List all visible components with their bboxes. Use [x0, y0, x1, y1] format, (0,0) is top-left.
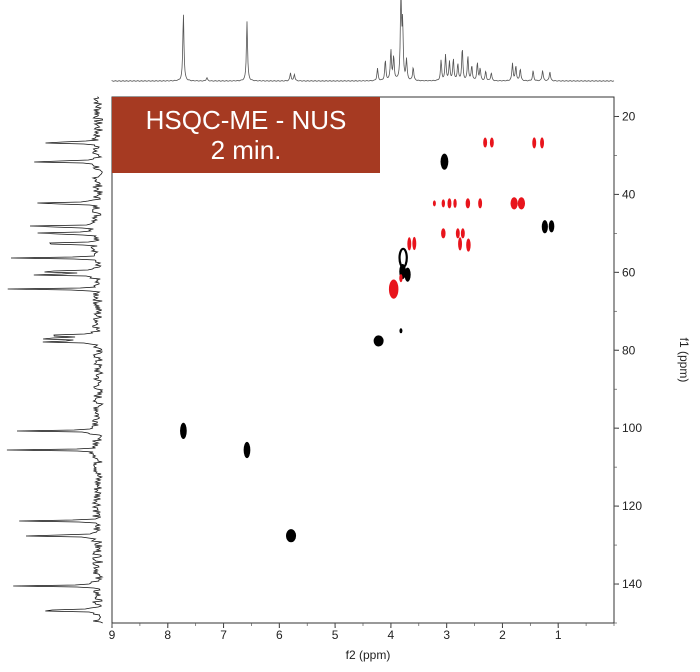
x-tick-label: 7: [220, 628, 227, 642]
cross-peak: [432, 200, 436, 207]
cross-peak: [441, 199, 445, 208]
cross-peak: [458, 237, 463, 251]
cross-peak: [541, 220, 548, 234]
cross-peak: [404, 267, 411, 282]
y-tick-label: 140: [622, 577, 642, 591]
cross-peak: [447, 198, 452, 209]
y-tick-label: 20: [622, 109, 636, 123]
cross-peak: [478, 198, 483, 209]
cross-peak: [441, 228, 446, 239]
cross-peak: [532, 137, 537, 149]
cross-peak: [510, 197, 518, 210]
cross-peak: [373, 335, 384, 347]
x-tick-label: 5: [332, 628, 339, 642]
cross-peak: [453, 198, 457, 208]
cross-peak: [517, 197, 526, 210]
cross-peak: [440, 153, 449, 170]
x-tick-label: 8: [164, 628, 171, 642]
y-tick-label: 120: [622, 499, 642, 513]
x-tick-label: 9: [109, 628, 116, 642]
x-tick-label: 2: [499, 628, 506, 642]
experiment-banner: HSQC-ME - NUS 2 min.: [112, 97, 380, 173]
cross-peak: [388, 279, 399, 299]
cross-peak: [540, 137, 544, 149]
cross-peak: [548, 220, 555, 233]
cross-peak: [399, 274, 403, 283]
carbon-projection: [6, 96, 104, 624]
x-tick-label: 1: [555, 628, 562, 642]
x-tick-label: 4: [388, 628, 395, 642]
cross-peak: [407, 237, 412, 251]
cross-peak: [465, 198, 471, 209]
y-axis-title: f1 (ppm): [677, 338, 691, 383]
cross-peak: [286, 529, 297, 543]
cross-peak: [455, 228, 460, 239]
proton-projection: [111, 0, 615, 82]
banner-title: HSQC-ME - NUS: [145, 105, 347, 135]
x-tick-label: 6: [276, 628, 283, 642]
cross-peak: [412, 236, 417, 251]
y-tick-label: 100: [622, 421, 642, 435]
cross-peak: [489, 137, 494, 148]
x-tick-label: 3: [443, 628, 450, 642]
cross-peak: [466, 238, 471, 252]
cross-peak: [180, 422, 187, 440]
y-tick-label: 60: [622, 265, 636, 279]
y-tick-label: 80: [622, 343, 636, 357]
cross-peak: [460, 228, 465, 239]
x-axis-title: f2 (ppm): [346, 648, 391, 662]
banner-subtitle: 2 min.: [210, 135, 282, 165]
plot-frame: [111, 96, 615, 624]
cross-peak: [399, 328, 403, 334]
cross-peak: [483, 137, 488, 148]
y-tick-label: 40: [622, 187, 636, 201]
cross-peak: [243, 441, 251, 459]
